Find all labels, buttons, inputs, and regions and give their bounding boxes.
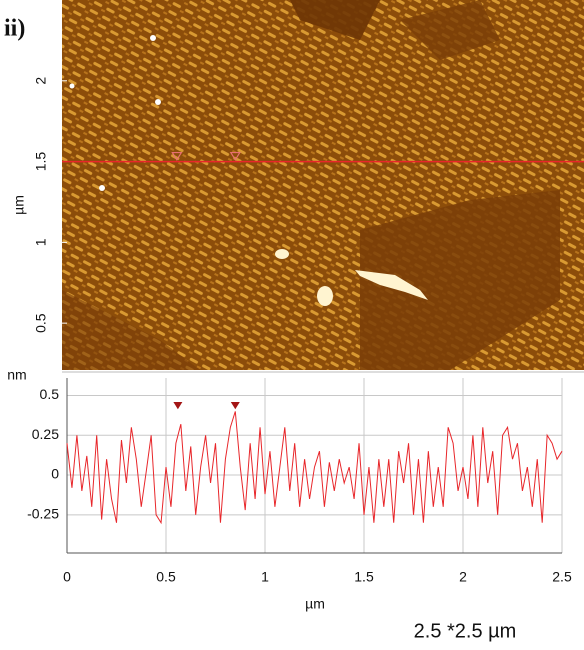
y-tick-label: 0.5 (40, 386, 60, 402)
x-tick-label: 0.5 (156, 569, 176, 585)
y-tick-label: 0.5 (33, 313, 49, 333)
profile-marker (230, 402, 240, 410)
profile-line (66, 411, 563, 525)
x-tick-label: 0 (63, 569, 71, 585)
x-tick-label: 2.5 (552, 569, 572, 585)
x-tick-label: 1.5 (354, 569, 374, 585)
profile-marker (173, 402, 183, 410)
y-tick-label: -0.25 (27, 506, 59, 522)
caption: 2.5 *2.5 µm (414, 620, 517, 642)
x-tick-label: 1 (261, 569, 269, 585)
y-tick-label: 0.25 (32, 426, 59, 442)
y-tick-label: 0 (51, 466, 59, 482)
profile-x-label: µm (305, 596, 325, 612)
y-tick-label: 1 (33, 238, 49, 246)
afm-image (62, 0, 584, 370)
y-tick-label: 2 (33, 77, 49, 85)
y-tick-label: 1.5 (33, 152, 49, 172)
x-tick-label: 2 (459, 569, 467, 585)
profile-marker (171, 151, 183, 161)
panel-label: ii) (4, 16, 25, 42)
image-y-label: µm (11, 195, 27, 215)
profile-marker (229, 151, 241, 161)
profile-y-label: nm (7, 367, 26, 383)
